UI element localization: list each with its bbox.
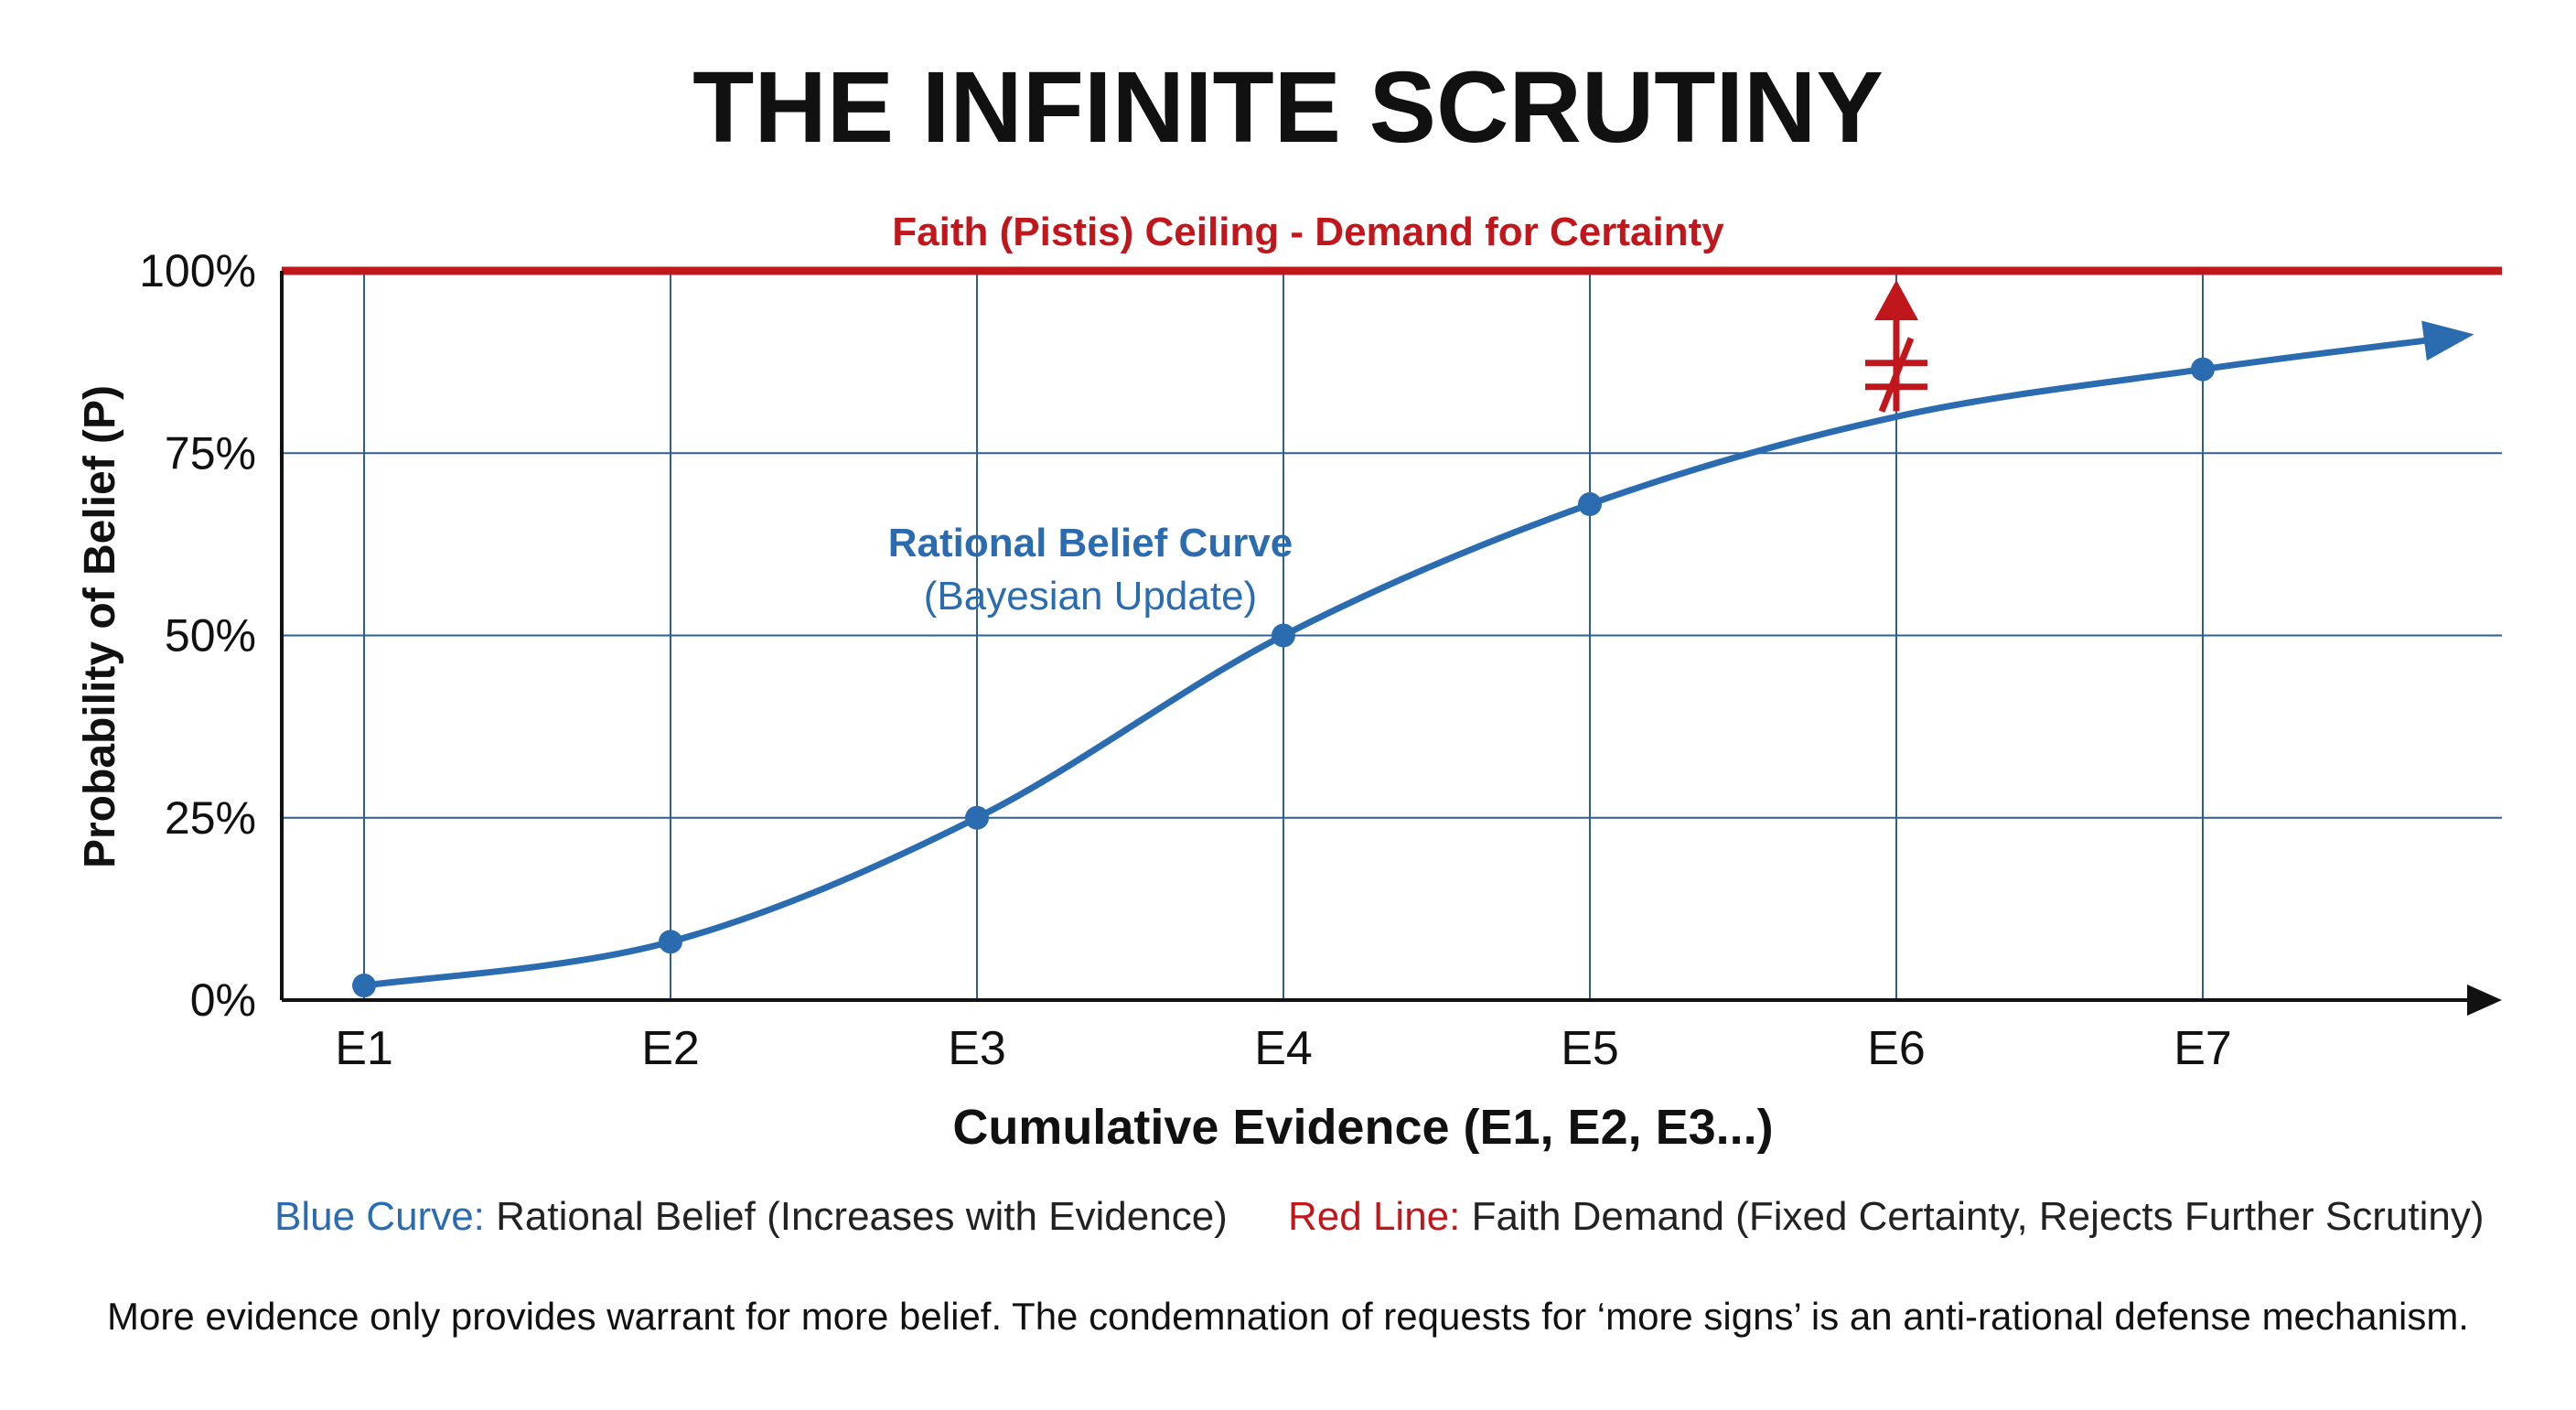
series-label: Rational Belief Curve xyxy=(888,521,1293,565)
x-tick-label: E7 xyxy=(2174,1022,2232,1075)
data-point xyxy=(352,974,376,998)
footnote: More evidence only provides warrant for … xyxy=(107,1295,2469,1338)
y-tick-label: 75% xyxy=(165,427,256,479)
x-tick-label: E3 xyxy=(948,1022,1006,1075)
x-tick-label: E6 xyxy=(1867,1022,1926,1075)
x-tick-label: E5 xyxy=(1561,1022,1619,1075)
not-equal-slash xyxy=(1878,337,1915,413)
chart-title: THE INFINITE SCRUTINY xyxy=(692,51,1884,164)
y-tick-label: 100% xyxy=(139,245,256,296)
legend-item-blue: Blue Curve: Rational Belief (Increases w… xyxy=(274,1194,1228,1240)
x-tick-label: E1 xyxy=(335,1022,393,1075)
legend-blue-key: Blue Curve: xyxy=(274,1194,485,1239)
belief-curve xyxy=(360,337,2432,989)
series-sublabel: (Bayesian Update) xyxy=(924,574,1257,619)
x-tick-label: E4 xyxy=(1254,1022,1313,1075)
x-axis-label: Cumulative Evidence (E1, E2, E3...) xyxy=(952,1100,1773,1155)
y-axis-label: Probability of Belief (P) xyxy=(76,385,124,868)
legend-item-red: Red Line: Faith Demand (Fixed Certainty,… xyxy=(1288,1194,2484,1240)
data-point xyxy=(1272,623,1295,648)
not-equal-arrowhead xyxy=(1874,280,1918,320)
x-axis-arrowhead xyxy=(2467,985,2502,1016)
y-tick-label: 50% xyxy=(165,610,256,662)
legend-red-text: Faith Demand (Fixed Certainty, Rejects F… xyxy=(1471,1194,2485,1239)
legend-red-key: Red Line: xyxy=(1288,1194,1461,1239)
data-point xyxy=(2191,357,2215,382)
x-tick-label: E2 xyxy=(641,1022,700,1075)
legend-blue-text: Rational Belief (Increases with Evidence… xyxy=(496,1194,1228,1239)
y-tick-label: 25% xyxy=(165,792,256,844)
belief-curve-arrowhead xyxy=(2421,320,2474,361)
ceiling-label: Faith (Pistis) Ceiling - Demand for Cert… xyxy=(892,210,1724,254)
data-point xyxy=(1578,492,1602,517)
legend: Blue Curve: Rational Belief (Increases w… xyxy=(0,1194,2576,1249)
data-point xyxy=(659,930,682,954)
y-tick-label: 0% xyxy=(190,974,256,1026)
data-point xyxy=(965,805,989,830)
